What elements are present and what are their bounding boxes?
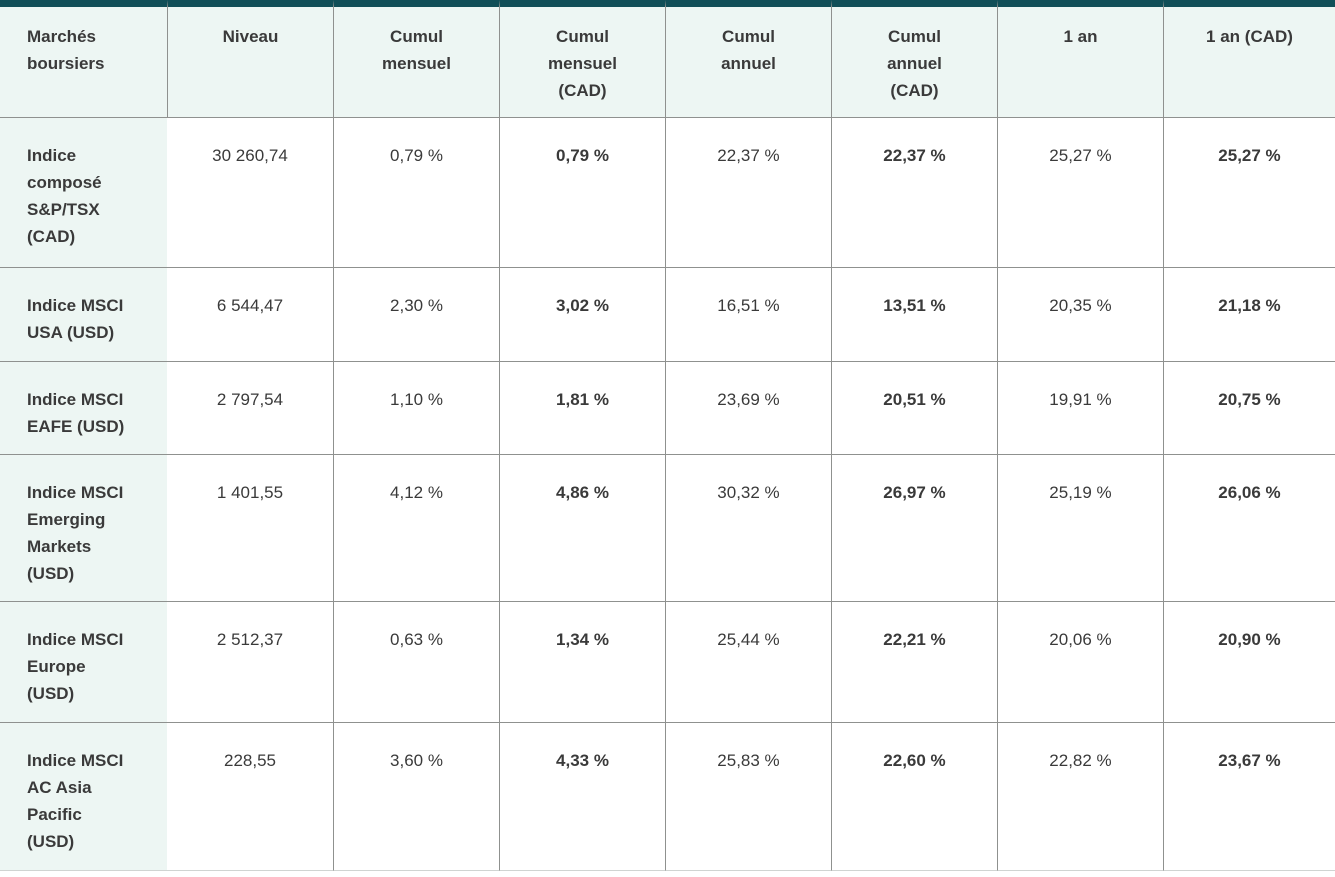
- cell-cumul-mensuel: 1,10 %: [333, 362, 499, 455]
- cell-cumul-mensuel-cad: 4,86 %: [499, 455, 665, 602]
- table-row-msci-asia-pacific: Indice MSCI AC Asia Pacific (USD) 228,55…: [0, 723, 1335, 871]
- cell-1-an-cad: 20,90 %: [1163, 602, 1335, 723]
- cell-cumul-annuel: 23,69 %: [665, 362, 831, 455]
- cell-cumul-mensuel-cad: 4,33 %: [499, 723, 665, 871]
- cell-cumul-annuel: 22,37 %: [665, 118, 831, 268]
- cell-1-an: 19,91 %: [997, 362, 1163, 455]
- cell-1-an: 25,27 %: [997, 118, 1163, 268]
- column-header-cumul-mensuel-cad: Cumul mensuel (CAD): [499, 0, 665, 118]
- cell-cumul-mensuel-cad: 1,34 %: [499, 602, 665, 723]
- column-header-cumul-mensuel: Cumul mensuel: [333, 0, 499, 118]
- column-header-cumul-annuel-cad: Cumul annuel (CAD): [831, 0, 997, 118]
- cell-cumul-mensuel: 3,60 %: [333, 723, 499, 871]
- row-label: Indice MSCI Emerging Markets (USD): [0, 455, 167, 602]
- cell-1-an: 25,19 %: [997, 455, 1163, 602]
- cell-1-an-cad: 23,67 %: [1163, 723, 1335, 871]
- header-row: Marchés boursiers Niveau Cumul mensuel C…: [0, 0, 1335, 118]
- table-header: Marchés boursiers Niveau Cumul mensuel C…: [0, 0, 1335, 118]
- cell-cumul-annuel: 25,83 %: [665, 723, 831, 871]
- cell-cumul-annuel-cad: 22,21 %: [831, 602, 997, 723]
- column-header-niveau: Niveau: [167, 0, 333, 118]
- cell-1-an-cad: 25,27 %: [1163, 118, 1335, 268]
- cell-cumul-mensuel: 4,12 %: [333, 455, 499, 602]
- cell-cumul-annuel-cad: 22,37 %: [831, 118, 997, 268]
- cell-cumul-mensuel-cad: 1,81 %: [499, 362, 665, 455]
- cell-niveau: 2 797,54: [167, 362, 333, 455]
- cell-cumul-annuel-cad: 26,97 %: [831, 455, 997, 602]
- cell-cumul-annuel: 16,51 %: [665, 268, 831, 362]
- row-label: Indice MSCI AC Asia Pacific (USD): [0, 723, 167, 871]
- row-label: Indice MSCI USA (USD): [0, 268, 167, 362]
- column-header-marches-boursiers: Marchés boursiers: [0, 0, 167, 118]
- cell-cumul-annuel: 30,32 %: [665, 455, 831, 602]
- cell-1-an: 20,06 %: [997, 602, 1163, 723]
- column-header-1-an: 1 an: [997, 0, 1163, 118]
- column-header-1-an-cad: 1 an (CAD): [1163, 0, 1335, 118]
- cell-niveau: 1 401,55: [167, 455, 333, 602]
- table-row-msci-eafe: Indice MSCI EAFE (USD) 2 797,54 1,10 % 1…: [0, 362, 1335, 455]
- cell-cumul-annuel-cad: 20,51 %: [831, 362, 997, 455]
- row-label: Indice MSCI Europe (USD): [0, 602, 167, 723]
- cell-1-an-cad: 26,06 %: [1163, 455, 1335, 602]
- cell-niveau: 228,55: [167, 723, 333, 871]
- cell-1-an: 20,35 %: [997, 268, 1163, 362]
- cell-cumul-mensuel: 0,63 %: [333, 602, 499, 723]
- cell-niveau: 30 260,74: [167, 118, 333, 268]
- cell-cumul-annuel-cad: 13,51 %: [831, 268, 997, 362]
- cell-niveau: 2 512,37: [167, 602, 333, 723]
- cell-cumul-annuel: 25,44 %: [665, 602, 831, 723]
- cell-1-an: 22,82 %: [997, 723, 1163, 871]
- table-row-sptsx: Indice composé S&P/TSX (CAD) 30 260,74 0…: [0, 118, 1335, 268]
- table-row-msci-usa: Indice MSCI USA (USD) 6 544,47 2,30 % 3,…: [0, 268, 1335, 362]
- table-body: Indice composé S&P/TSX (CAD) 30 260,74 0…: [0, 118, 1335, 871]
- cell-1-an-cad: 21,18 %: [1163, 268, 1335, 362]
- table-row-msci-emerging: Indice MSCI Emerging Markets (USD) 1 401…: [0, 455, 1335, 602]
- cell-cumul-mensuel: 0,79 %: [333, 118, 499, 268]
- column-header-cumul-annuel: Cumul annuel: [665, 0, 831, 118]
- row-label: Indice composé S&P/TSX (CAD): [0, 118, 167, 268]
- table-row-msci-europe: Indice MSCI Europe (USD) 2 512,37 0,63 %…: [0, 602, 1335, 723]
- cell-cumul-mensuel-cad: 0,79 %: [499, 118, 665, 268]
- cell-niveau: 6 544,47: [167, 268, 333, 362]
- cell-cumul-annuel-cad: 22,60 %: [831, 723, 997, 871]
- cell-cumul-mensuel-cad: 3,02 %: [499, 268, 665, 362]
- row-label: Indice MSCI EAFE (USD): [0, 362, 167, 455]
- cell-1-an-cad: 20,75 %: [1163, 362, 1335, 455]
- cell-cumul-mensuel: 2,30 %: [333, 268, 499, 362]
